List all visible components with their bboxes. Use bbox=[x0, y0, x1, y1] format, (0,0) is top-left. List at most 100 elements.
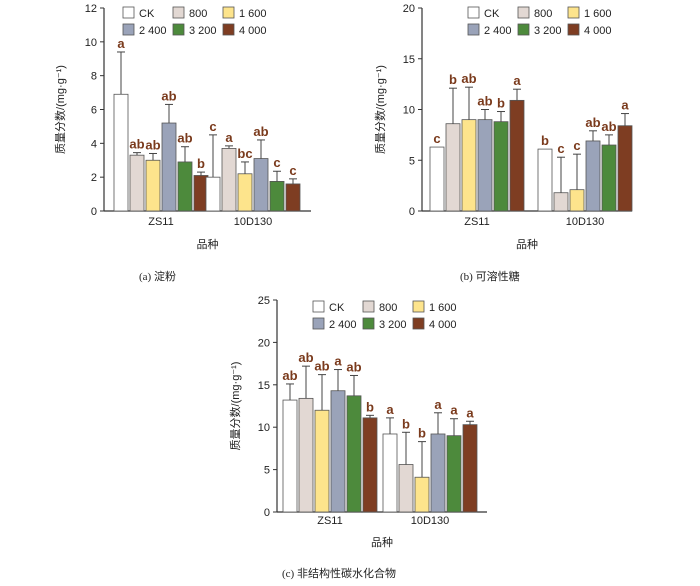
legend-swatch bbox=[517, 6, 530, 19]
significance-letter: a bbox=[386, 402, 394, 417]
y-tick-label: 10 bbox=[258, 422, 270, 434]
significance-letter: c bbox=[209, 119, 216, 134]
legend-label: 1 600 bbox=[584, 8, 612, 20]
significance-letter: c bbox=[273, 155, 280, 170]
bar bbox=[161, 122, 177, 212]
legend-swatch bbox=[122, 23, 135, 36]
bar bbox=[569, 189, 585, 212]
bar bbox=[601, 144, 617, 212]
legend-swatch bbox=[362, 300, 375, 313]
legend-label: 2 400 bbox=[329, 319, 357, 331]
y-axis-label: 质量分数/(mg·g⁻¹) bbox=[54, 65, 67, 154]
bar bbox=[617, 125, 633, 212]
bar bbox=[477, 119, 493, 212]
significance-letter: c bbox=[573, 138, 580, 153]
significance-letter: ab bbox=[161, 88, 176, 103]
caption-panel-c: (c) 非结构性碳水化合物 bbox=[282, 568, 396, 580]
significance-letter: ab bbox=[585, 115, 600, 130]
y-tick-label: 0 bbox=[409, 206, 415, 218]
legend-label: CK bbox=[484, 8, 500, 20]
significance-letter: ab bbox=[346, 359, 361, 374]
legend-swatch bbox=[172, 23, 185, 36]
significance-letter: ab bbox=[461, 71, 476, 86]
bar bbox=[346, 395, 362, 513]
bar bbox=[285, 183, 301, 212]
category-label: 10D130 bbox=[566, 216, 605, 228]
significance-letter: ab bbox=[129, 137, 144, 152]
y-tick-label: 5 bbox=[409, 155, 415, 167]
category-label: ZS11 bbox=[317, 515, 342, 527]
legend-label: 3 200 bbox=[189, 25, 217, 37]
legend-label: 3 200 bbox=[534, 25, 562, 37]
significance-letter: a bbox=[117, 36, 125, 51]
legend-swatch bbox=[222, 6, 235, 19]
bar bbox=[113, 93, 129, 212]
bar bbox=[537, 148, 553, 212]
y-tick-label: 8 bbox=[91, 71, 97, 83]
legend-label: 2 400 bbox=[484, 25, 512, 37]
bar bbox=[414, 476, 430, 513]
legend-swatch bbox=[312, 300, 325, 313]
legend-label: 3 200 bbox=[379, 319, 407, 331]
significance-letter: ab bbox=[282, 368, 297, 383]
significance-letter: c bbox=[557, 141, 564, 156]
legend-swatch bbox=[172, 6, 185, 19]
bar bbox=[253, 158, 269, 212]
bar bbox=[330, 390, 346, 513]
bar bbox=[509, 99, 525, 212]
category-label: ZS11 bbox=[148, 216, 173, 228]
bar bbox=[445, 123, 461, 212]
significance-letter: a bbox=[513, 73, 521, 88]
bar bbox=[585, 140, 601, 212]
significance-letter: ab bbox=[298, 350, 313, 365]
legend-label: 1 600 bbox=[239, 8, 267, 20]
legend-label: 1 600 bbox=[429, 302, 457, 314]
legend-label: 800 bbox=[379, 302, 397, 314]
legend-swatch bbox=[222, 23, 235, 36]
significance-letter: a bbox=[334, 354, 342, 369]
category-label: 10D130 bbox=[234, 216, 273, 228]
legend-label: 4 000 bbox=[429, 319, 457, 331]
legend-swatch bbox=[312, 317, 325, 330]
bar bbox=[362, 417, 378, 513]
bar bbox=[398, 464, 414, 513]
y-tick-label: 20 bbox=[258, 337, 270, 349]
significance-letter: ab bbox=[253, 124, 268, 139]
significance-letter: ab bbox=[477, 94, 492, 109]
significance-letter: c bbox=[289, 163, 296, 178]
y-tick-label: 12 bbox=[85, 3, 97, 15]
bar bbox=[493, 121, 509, 212]
significance-letter: b bbox=[418, 426, 426, 441]
bar bbox=[145, 159, 161, 212]
significance-letter: a bbox=[434, 397, 442, 412]
significance-letter: b bbox=[449, 72, 457, 87]
legend-swatch bbox=[412, 317, 425, 330]
bar bbox=[129, 154, 145, 212]
bar bbox=[382, 433, 398, 513]
y-tick-label: 25 bbox=[258, 295, 270, 307]
significance-letter: b bbox=[197, 156, 205, 171]
category-label: ZS11 bbox=[464, 216, 489, 228]
bar bbox=[461, 119, 477, 212]
bar bbox=[553, 192, 569, 212]
bar bbox=[429, 146, 445, 212]
y-tick-label: 2 bbox=[91, 172, 97, 184]
legend-label: 800 bbox=[534, 8, 552, 20]
legend-label: 4 000 bbox=[239, 25, 267, 37]
caption-panel-b: (b) 可溶性糖 bbox=[460, 271, 520, 283]
caption-panel-a: (a) 淀粉 bbox=[139, 271, 176, 283]
bar bbox=[462, 424, 478, 513]
legend-label: CK bbox=[139, 8, 155, 20]
y-tick-label: 6 bbox=[91, 105, 97, 117]
significance-letter: b bbox=[402, 416, 410, 431]
bar bbox=[298, 397, 314, 513]
y-tick-label: 0 bbox=[264, 507, 270, 519]
significance-letter: ab bbox=[177, 131, 192, 146]
y-axis-label: 质量分数/(mg·g⁻¹) bbox=[374, 65, 387, 154]
significance-letter: ab bbox=[314, 359, 329, 374]
